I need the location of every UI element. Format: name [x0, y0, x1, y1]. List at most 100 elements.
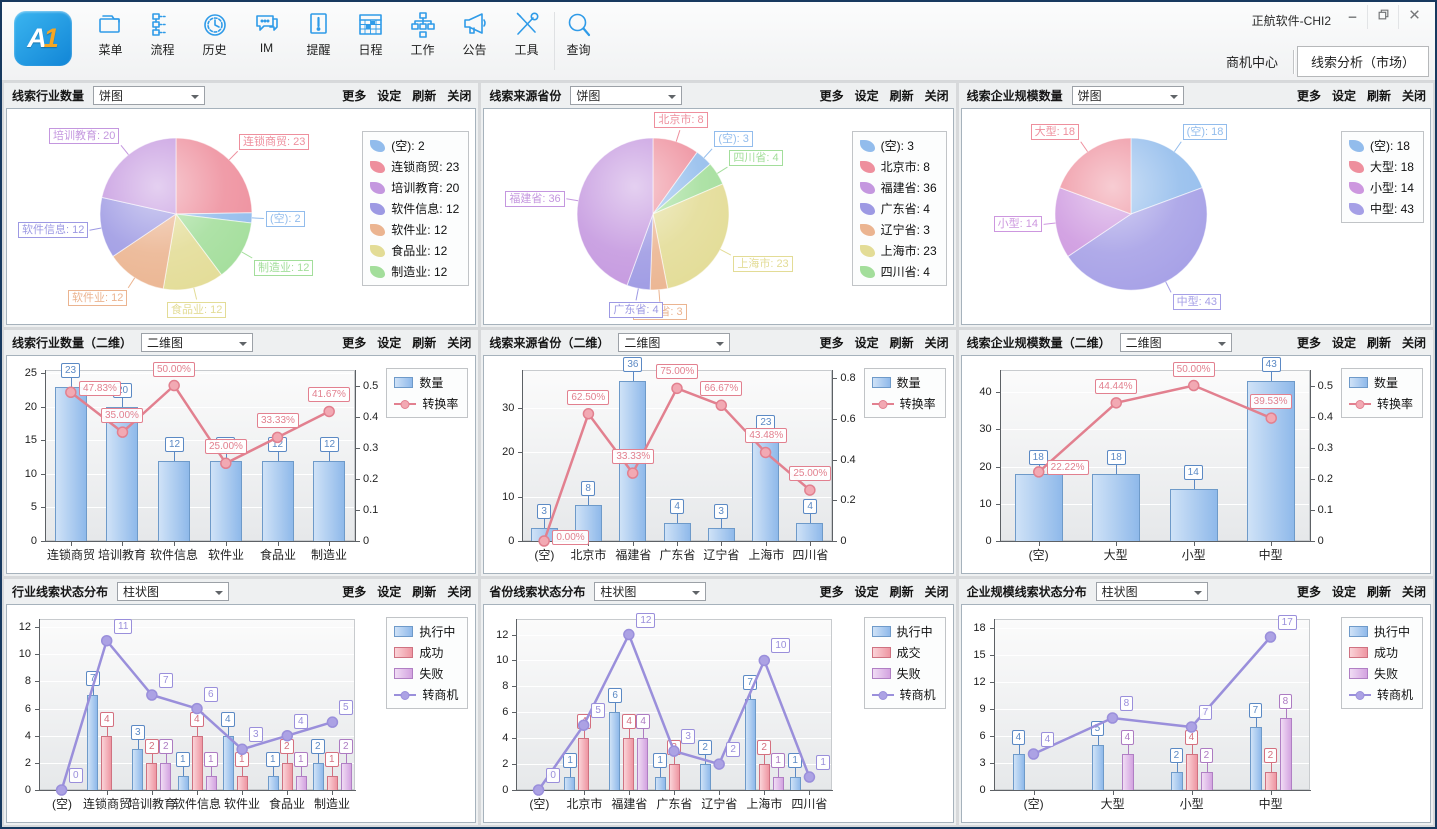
chart-type-dropdown[interactable]: 柱状图 [1095, 582, 1208, 601]
status-bar-violet[interactable] [160, 763, 171, 790]
status-bar-red[interactable] [327, 776, 338, 790]
settings-link[interactable]: 设定 [377, 89, 402, 103]
status-bar-red[interactable] [146, 763, 157, 790]
status-bar-blue[interactable] [223, 736, 234, 790]
status-bar-blue[interactable] [178, 776, 189, 790]
more-link[interactable]: 更多 [819, 336, 844, 350]
chart-type-dropdown[interactable]: 饼图 [1071, 86, 1184, 105]
close-link[interactable]: 关闭 [1401, 336, 1426, 350]
toolbar-item-query[interactable]: 查询 [556, 9, 601, 58]
status-bar-violet[interactable] [637, 738, 649, 790]
quantity-bar[interactable] [796, 523, 824, 541]
chart-type-dropdown[interactable]: 二维图 [141, 333, 254, 352]
quantity-bar[interactable] [313, 461, 345, 541]
status-bar-blue[interactable] [313, 763, 324, 790]
settings-link[interactable]: 设定 [854, 336, 879, 350]
close-link[interactable]: 关闭 [1401, 89, 1426, 103]
settings-link[interactable]: 设定 [1331, 585, 1356, 599]
more-link[interactable]: 更多 [1296, 89, 1321, 103]
status-bar-violet[interactable] [206, 776, 217, 790]
more-link[interactable]: 更多 [819, 585, 844, 599]
toolbar-item-reminder[interactable]: 提醒 [296, 9, 341, 58]
status-bar-red[interactable] [237, 776, 248, 790]
close-link[interactable]: 关闭 [1401, 585, 1426, 599]
status-bar-red[interactable] [192, 736, 203, 790]
status-bar-blue[interactable] [1091, 745, 1104, 790]
toolbar-item-work[interactable]: 工作 [400, 9, 445, 58]
status-bar-blue[interactable] [132, 749, 143, 790]
chart-type-dropdown[interactable]: 饼图 [93, 86, 206, 105]
refresh-link[interactable]: 刷新 [412, 336, 437, 350]
more-link[interactable]: 更多 [342, 336, 367, 350]
refresh-link[interactable]: 刷新 [889, 336, 914, 350]
toolbar-item-tools[interactable]: 工具 [504, 9, 549, 58]
status-bar-blue[interactable] [790, 777, 802, 790]
status-bar-blue[interactable] [564, 777, 576, 790]
chart-type-dropdown[interactable]: 二维图 [618, 333, 731, 352]
more-link[interactable]: 更多 [1296, 336, 1321, 350]
status-bar-red[interactable] [101, 736, 112, 790]
status-bar-blue[interactable] [268, 776, 279, 790]
status-bar-red[interactable] [282, 763, 293, 790]
close-link[interactable]: 关闭 [447, 89, 472, 103]
status-bar-blue[interactable] [1170, 772, 1183, 790]
status-bar-blue[interactable] [700, 764, 712, 790]
status-bar-violet[interactable] [341, 763, 352, 790]
status-bar-violet[interactable] [1279, 718, 1292, 790]
refresh-link[interactable]: 刷新 [1366, 89, 1391, 103]
settings-link[interactable]: 设定 [854, 89, 879, 103]
toolbar-item-im[interactable]: IM [244, 9, 289, 58]
refresh-link[interactable]: 刷新 [412, 585, 437, 599]
quantity-bar[interactable] [158, 461, 190, 541]
chart-type-dropdown[interactable]: 柱状图 [594, 582, 707, 601]
quantity-bar[interactable] [1014, 474, 1063, 541]
toolbar-item-announcement[interactable]: 公告 [452, 9, 497, 58]
refresh-link[interactable]: 刷新 [1366, 336, 1391, 350]
more-link[interactable]: 更多 [819, 89, 844, 103]
quantity-bar[interactable] [1091, 474, 1140, 541]
status-bar-violet[interactable] [773, 777, 785, 790]
status-bar-blue[interactable] [655, 777, 667, 790]
status-bar-blue[interactable] [1249, 727, 1262, 790]
more-link[interactable]: 更多 [1296, 585, 1321, 599]
chart-type-dropdown[interactable]: 二维图 [1119, 333, 1232, 352]
status-bar-red[interactable] [623, 738, 635, 790]
status-bar-blue[interactable] [745, 699, 757, 790]
quantity-bar[interactable] [752, 439, 780, 541]
toolbar-item-flow[interactable]: 流程 [140, 9, 185, 58]
quantity-bar[interactable] [210, 461, 242, 541]
status-bar-violet[interactable] [1200, 772, 1213, 790]
quantity-bar[interactable] [1169, 489, 1218, 541]
close-link[interactable]: 关闭 [924, 336, 949, 350]
settings-link[interactable]: 设定 [854, 585, 879, 599]
minimize-button[interactable] [1337, 5, 1367, 29]
status-bar-red[interactable] [759, 764, 771, 790]
refresh-link[interactable]: 刷新 [412, 89, 437, 103]
toolbar-item-menu[interactable]: 菜单 [88, 9, 133, 58]
settings-link[interactable]: 设定 [377, 585, 402, 599]
settings-link[interactable]: 设定 [377, 336, 402, 350]
settings-link[interactable]: 设定 [1331, 89, 1356, 103]
quantity-bar[interactable] [708, 528, 736, 541]
status-bar-blue[interactable] [87, 695, 98, 790]
quantity-bar[interactable] [106, 407, 138, 541]
restore-button[interactable] [1367, 5, 1398, 29]
tab-business-center[interactable]: 商机中心 [1225, 55, 1278, 70]
refresh-link[interactable]: 刷新 [889, 89, 914, 103]
status-bar-red[interactable] [578, 738, 590, 790]
status-bar-red[interactable] [1185, 754, 1198, 790]
more-link[interactable]: 更多 [342, 89, 367, 103]
refresh-link[interactable]: 刷新 [1366, 585, 1391, 599]
status-bar-blue[interactable] [609, 712, 621, 790]
close-link[interactable]: 关闭 [447, 585, 472, 599]
status-bar-violet[interactable] [296, 776, 307, 790]
chart-type-dropdown[interactable]: 柱状图 [117, 582, 230, 601]
close-link[interactable]: 关闭 [447, 336, 472, 350]
refresh-link[interactable]: 刷新 [889, 585, 914, 599]
quantity-bar[interactable] [55, 387, 87, 541]
settings-link[interactable]: 设定 [1331, 336, 1356, 350]
close-link[interactable]: 关闭 [924, 89, 949, 103]
tab-lead-analysis[interactable]: 线索分析（市场） [1296, 46, 1429, 77]
quantity-bar[interactable] [664, 523, 692, 541]
quantity-bar[interactable] [262, 461, 294, 541]
